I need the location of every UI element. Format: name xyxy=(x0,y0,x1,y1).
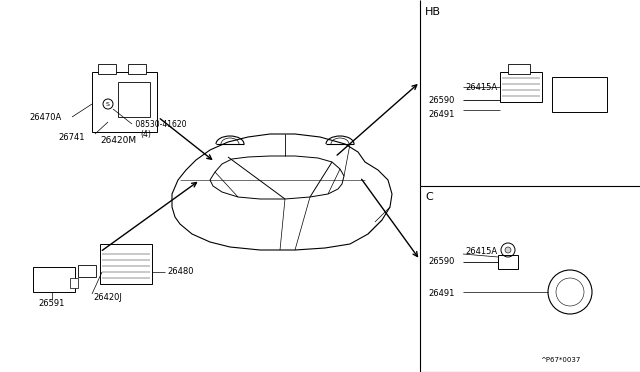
Text: 26470A: 26470A xyxy=(29,112,62,122)
Circle shape xyxy=(505,247,511,253)
Polygon shape xyxy=(172,134,392,250)
Text: C: C xyxy=(425,192,433,202)
Bar xyxy=(92,72,157,132)
Text: 26590: 26590 xyxy=(428,257,454,266)
Bar xyxy=(498,255,518,269)
Text: 26415A: 26415A xyxy=(465,83,497,92)
Text: 26591: 26591 xyxy=(39,299,65,308)
Text: S: S xyxy=(106,102,110,106)
Text: 26420M: 26420M xyxy=(100,135,136,144)
Bar xyxy=(70,278,78,288)
Bar xyxy=(508,64,530,74)
Text: ^P67*0037: ^P67*0037 xyxy=(540,357,580,363)
Text: HB: HB xyxy=(425,7,441,17)
Text: 26590: 26590 xyxy=(428,96,454,105)
Bar xyxy=(33,267,75,292)
Text: (4): (4) xyxy=(140,129,151,138)
Bar xyxy=(552,77,607,112)
Text: 26480: 26480 xyxy=(167,267,193,276)
Polygon shape xyxy=(210,156,344,199)
Bar xyxy=(78,265,96,277)
Text: 26415A: 26415A xyxy=(465,247,497,257)
Bar xyxy=(98,64,116,74)
Bar xyxy=(100,244,152,284)
Bar xyxy=(128,64,146,74)
Text: 26491: 26491 xyxy=(428,289,454,298)
Bar xyxy=(118,82,150,117)
Text: 26491: 26491 xyxy=(428,109,454,119)
Bar xyxy=(500,72,542,102)
Text: 08530-41620: 08530-41620 xyxy=(133,119,186,128)
Text: 26420J: 26420J xyxy=(93,292,122,301)
Text: 26741: 26741 xyxy=(58,132,85,141)
